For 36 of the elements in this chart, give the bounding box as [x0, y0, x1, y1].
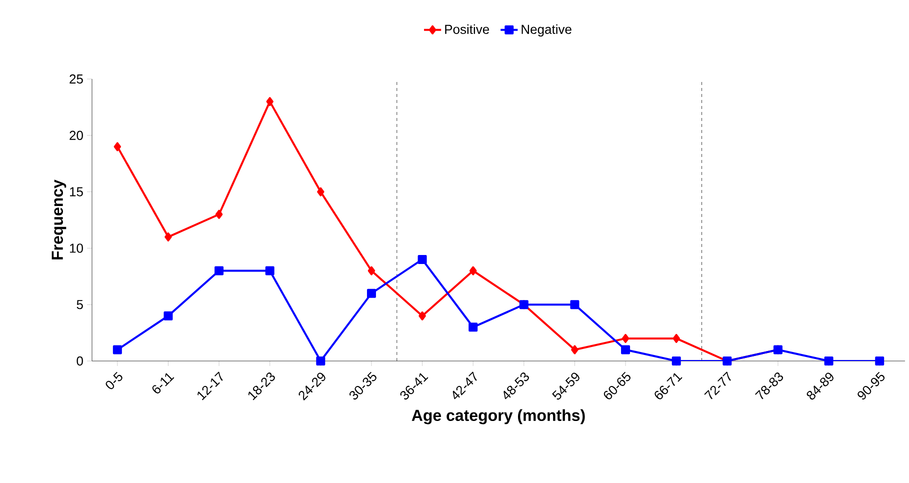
- point: [418, 254, 427, 264]
- y-tick-label: 15: [70, 187, 83, 196]
- point: [622, 334, 630, 343]
- y-tick-label: 0: [76, 356, 83, 366]
- point: [215, 210, 223, 219]
- point: [317, 187, 324, 196]
- x-tick-label: 0-5: [106, 372, 122, 390]
- point: [112, 345, 122, 354]
- y-tick-label: 25: [70, 74, 83, 84]
- point: [164, 311, 173, 320]
- point: [672, 356, 681, 366]
- point: [571, 345, 578, 354]
- y-axis-title: Frequency: [52, 180, 66, 260]
- x-axis-title: Age category (months): [412, 409, 585, 424]
- point: [164, 232, 172, 242]
- point: [316, 356, 326, 366]
- point: [214, 266, 224, 276]
- point: [875, 356, 884, 366]
- point: [418, 311, 426, 320]
- point: [570, 300, 580, 310]
- point: [469, 266, 477, 276]
- point: [114, 142, 122, 152]
- point: [672, 334, 680, 343]
- point: [824, 356, 834, 366]
- point: [468, 322, 478, 332]
- point: [368, 266, 376, 276]
- x-tick-label: 6-11: [152, 373, 174, 394]
- y-tick-label: 20: [70, 130, 83, 140]
- point: [265, 266, 274, 276]
- y-tick-label: 5: [76, 300, 83, 310]
- point: [366, 288, 376, 298]
- y-tick-label: 10: [70, 244, 83, 253]
- legend-label: Negative: [522, 24, 572, 37]
- point: [266, 97, 274, 106]
- legend-label: Positive: [445, 24, 490, 34]
- point: [621, 345, 630, 354]
